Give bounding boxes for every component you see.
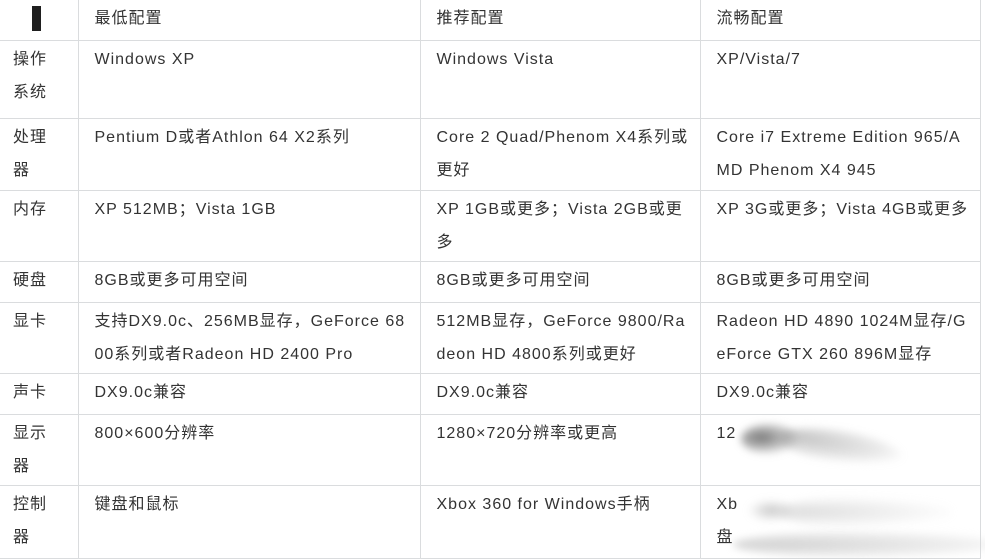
- column-header-recommended: 推荐配置: [420, 0, 701, 41]
- cell-ram-minimum: XP 512MB；Vista 1GB: [78, 190, 421, 262]
- cell-display-minimum: 800×600分辨率: [78, 414, 421, 486]
- cell-controller-smooth: Xb 盘: [700, 485, 981, 559]
- row-label-text: 处理器: [13, 128, 48, 179]
- table-row-ram: 内存 XP 512MB；Vista 1GB XP 1GB或更多；Vista 2G…: [0, 190, 981, 262]
- table-row-display: 显示器 800×600分辨率 1280×720分辨率或更高 12: [0, 414, 981, 486]
- row-label-hdd: 硬盘: [0, 261, 79, 303]
- row-label-controller: 控制器: [0, 485, 79, 559]
- cell-cpu-minimum: Pentium D或者Athlon 64 X2系列: [78, 118, 421, 191]
- cell-controller-smooth-line2: 盘: [716, 528, 734, 546]
- row-label-sound: 声卡: [0, 373, 79, 415]
- cell-controller-minimum: 键盘和鼠标: [78, 485, 421, 559]
- cell-gpu-recommended: 512MB显存，GeForce 9800/Radeon HD 4800系列或更好: [420, 302, 701, 374]
- cell-os-smooth: XP/Vista/7: [700, 40, 981, 119]
- table-row-sound: 声卡 DX9.0c兼容 DX9.0c兼容 DX9.0c兼容: [0, 373, 981, 415]
- row-label-os: 操作系统: [0, 40, 79, 119]
- cell-hdd-recommended: 8GB或更多可用空间: [420, 261, 701, 303]
- cell-ram-recommended: XP 1GB或更多；Vista 2GB或更多: [420, 190, 701, 262]
- cell-cpu-recommended: Core 2 Quad/Phenom X4系列或更好: [420, 118, 701, 191]
- cell-display-recommended: 1280×720分辨率或更高: [420, 414, 701, 486]
- row-label-text: 声卡: [13, 383, 48, 401]
- row-label-cpu: 处理器: [0, 118, 79, 191]
- cell-sound-smooth: DX9.0c兼容: [700, 373, 981, 415]
- cell-gpu-minimum: 支持DX9.0c、256MB显存，GeForce 6800系列或者Radeon …: [78, 302, 421, 374]
- table-row-os: 操作系统 Windows XP Windows Vista XP/Vista/7: [0, 40, 981, 119]
- table-row-hdd: 硬盘 8GB或更多可用空间 8GB或更多可用空间 8GB或更多可用空间: [0, 261, 981, 303]
- cell-cpu-smooth: Core i7 Extreme Edition 965/AMD Phenom X…: [700, 118, 981, 191]
- cell-controller-smooth-line1: Xb: [716, 495, 739, 513]
- row-label-text: 显卡: [13, 312, 48, 330]
- table-row-cpu: 处理器 Pentium D或者Athlon 64 X2系列 Core 2 Qua…: [0, 118, 981, 191]
- cell-display-smooth: 12: [700, 414, 981, 486]
- cell-controller-recommended: Xbox 360 for Windows手柄: [420, 485, 701, 559]
- row-label-ram: 内存: [0, 190, 79, 262]
- cell-os-recommended: Windows Vista: [420, 40, 701, 119]
- column-header-minimum: 最低配置: [78, 0, 421, 41]
- cell-hdd-smooth: 8GB或更多可用空间: [700, 261, 981, 303]
- row-label-text: 内存: [13, 200, 48, 218]
- column-header-smooth: 流畅配置: [700, 0, 981, 41]
- row-label-text: 操作系统: [13, 50, 48, 101]
- header-row: 最低配置 推荐配置 流畅配置: [0, 0, 981, 41]
- row-label-text: 硬盘: [13, 271, 48, 289]
- table-row-controller: 控制器 键盘和鼠标 Xbox 360 for Windows手柄 Xb 盘: [0, 485, 981, 559]
- table-row-gpu: 显卡 支持DX9.0c、256MB显存，GeForce 6800系列或者Rade…: [0, 302, 981, 374]
- row-label-display: 显示器: [0, 414, 79, 486]
- cell-hdd-minimum: 8GB或更多可用空间: [78, 261, 421, 303]
- cell-ram-smooth: XP 3G或更多；Vista 4GB或更多: [700, 190, 981, 262]
- row-label-gpu: 显卡: [0, 302, 79, 374]
- cursor-artifact-mark: [32, 6, 41, 31]
- cell-sound-recommended: DX9.0c兼容: [420, 373, 701, 415]
- row-label-text: 控制器: [13, 495, 48, 546]
- row-label-text: 显示器: [13, 424, 48, 475]
- cell-sound-minimum: DX9.0c兼容: [78, 373, 421, 415]
- cell-gpu-smooth: Radeon HD 4890 1024M显存/GeForce GTX 260 8…: [700, 302, 981, 374]
- cell-os-minimum: Windows XP: [78, 40, 421, 119]
